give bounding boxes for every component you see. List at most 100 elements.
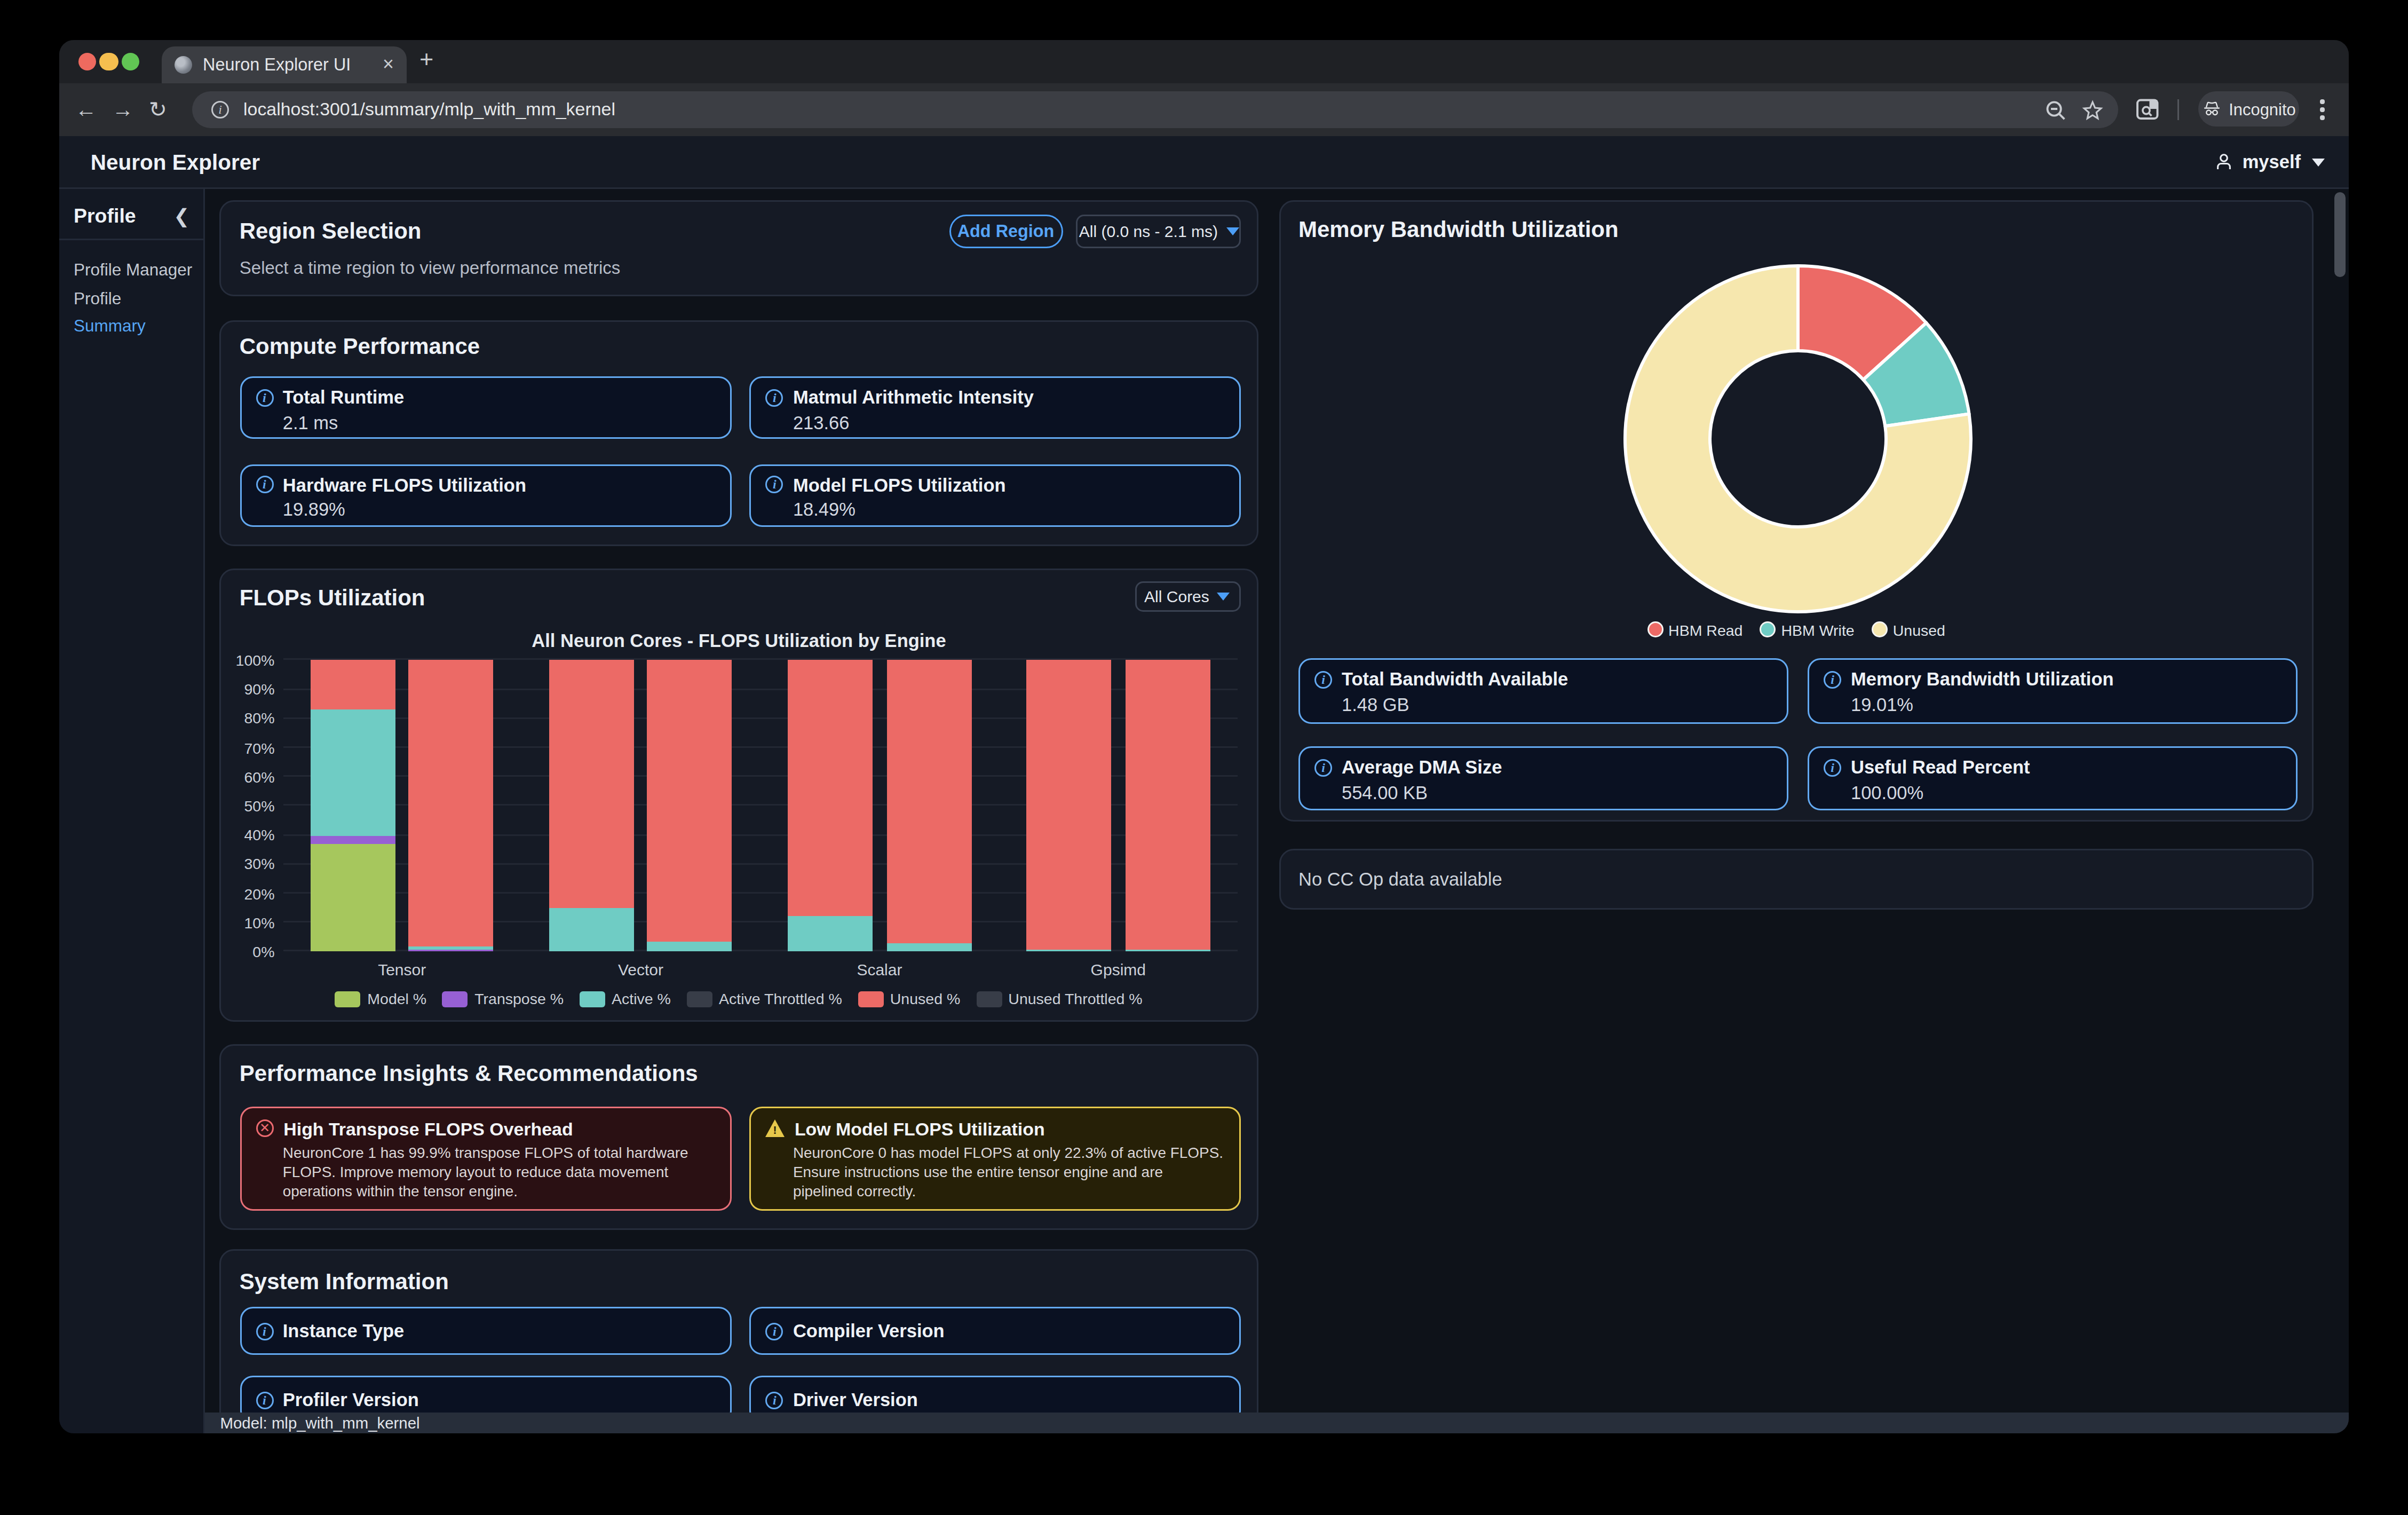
legend-item: HBM Read bbox=[1647, 621, 1742, 638]
bar-segment bbox=[310, 836, 395, 843]
flops-chart: 0%10%20%30%40%50%60%70%80%90%100%TensorV… bbox=[283, 660, 1238, 951]
y-axis-label: 90% bbox=[244, 680, 274, 698]
forward-button[interactable]: → bbox=[112, 83, 134, 136]
chevron-down-icon bbox=[2312, 158, 2325, 166]
url-text: localhost:3001/summary/mlp_with_mm_kerne… bbox=[243, 100, 615, 119]
alert-low-model-flops: !Low Model FLOPS Utilization NeuronCore … bbox=[750, 1106, 1241, 1211]
tab-close-icon[interactable]: × bbox=[383, 53, 394, 76]
traffic-light-zoom[interactable] bbox=[121, 52, 140, 71]
info-icon: i bbox=[1824, 759, 1841, 776]
site-info-icon[interactable]: i bbox=[211, 100, 229, 118]
legend-item: Active Throttled % bbox=[687, 990, 842, 1008]
x-axis-label: Tensor bbox=[322, 961, 482, 979]
browser-tab[interactable]: Neuron Explorer UI × bbox=[161, 46, 407, 84]
system-info-title: System Information bbox=[240, 1268, 449, 1293]
browser-window: Neuron Explorer UI × + ← → ↻ i localhost… bbox=[59, 40, 2349, 1433]
sidebar: Profile ❮ Profile Manager Profile Summar… bbox=[59, 189, 204, 1433]
stacked-bar bbox=[409, 660, 494, 951]
bar-segment bbox=[1026, 950, 1111, 951]
traffic-light-close[interactable] bbox=[78, 52, 97, 71]
bar-segment bbox=[409, 950, 494, 951]
status-bar: Model: mlp_with_mm_kernel bbox=[204, 1413, 2349, 1433]
y-axis-label: 10% bbox=[244, 913, 274, 931]
insights-card: Performance Insights & Recommendations ✕… bbox=[219, 1044, 1258, 1229]
metric-useful-read-percent: iUseful Read Percent 100.00% bbox=[1808, 747, 2297, 811]
zoom-icon[interactable] bbox=[2045, 99, 2067, 121]
traffic-light-minimize[interactable] bbox=[100, 52, 118, 71]
info-icon: i bbox=[766, 1322, 783, 1340]
sidebar-item-profile[interactable]: Profile bbox=[74, 288, 121, 307]
add-region-button[interactable]: Add Region bbox=[949, 215, 1063, 248]
region-range-value: All (0.0 ns - 2.1 ms) bbox=[1079, 223, 1218, 240]
y-axis-label: 30% bbox=[244, 855, 274, 873]
cores-dropdown[interactable]: All Cores bbox=[1135, 581, 1240, 612]
bookmark-star-icon[interactable] bbox=[2081, 99, 2104, 121]
flops-chart-legend: Model %Transpose %Active %Active Throttl… bbox=[221, 990, 1257, 1008]
app-header: Neuron Explorer myself bbox=[59, 136, 2349, 190]
info-icon: i bbox=[766, 476, 783, 494]
sidebar-collapse-icon[interactable]: ❮ bbox=[173, 205, 189, 227]
user-menu[interactable]: myself bbox=[2212, 136, 2325, 190]
bar-segment bbox=[310, 843, 395, 951]
status-bar-text: Model: mlp_with_mm_kernel bbox=[220, 1414, 420, 1432]
x-axis-label: Gpsimd bbox=[1038, 961, 1198, 979]
incognito-label: Incognito bbox=[2229, 100, 2295, 118]
browser-toolbar: ← → ↻ i localhost:3001/summary/mlp_with_… bbox=[59, 83, 2349, 136]
x-axis-label: Scalar bbox=[799, 961, 960, 979]
user-label: myself bbox=[2243, 153, 2301, 172]
info-icon: i bbox=[766, 1391, 783, 1409]
address-bar[interactable]: i localhost:3001/summary/mlp_with_mm_ker… bbox=[192, 91, 2118, 128]
bar-segment bbox=[886, 660, 971, 943]
sidebar-divider bbox=[59, 239, 203, 240]
bar-segment bbox=[549, 660, 634, 908]
chevron-down-icon bbox=[1217, 593, 1230, 601]
chevron-down-icon bbox=[1226, 227, 1239, 235]
sidebar-item-summary[interactable]: Summary bbox=[74, 315, 146, 334]
tab-strip: Neuron Explorer UI × + bbox=[59, 40, 2349, 83]
screen: Neuron Explorer UI × + ← → ↻ i localhost… bbox=[0, 0, 2408, 1515]
region-selection-subtitle: Select a time region to view performance… bbox=[240, 258, 620, 278]
info-icon: i bbox=[256, 476, 273, 494]
bar-segment bbox=[647, 660, 732, 941]
info-icon: i bbox=[256, 389, 273, 406]
legend-item: Unused Throttled % bbox=[976, 990, 1142, 1008]
metric-model-flops: iModel FLOPS Utilization 18.49% bbox=[750, 464, 1241, 526]
compute-performance-card: Compute Performance iTotal Runtime 2.1 m… bbox=[219, 320, 1258, 546]
cores-value: All Cores bbox=[1144, 588, 1209, 605]
insights-title: Performance Insights & Recommendations bbox=[240, 1060, 698, 1086]
info-icon: i bbox=[256, 1391, 273, 1409]
stacked-bar bbox=[788, 660, 873, 951]
bar-segment bbox=[1125, 660, 1210, 950]
region-selection-card: Region Selection Add Region All (0.0 ns … bbox=[219, 200, 1258, 296]
back-button[interactable]: ← bbox=[75, 83, 97, 136]
memory-donut-legend: HBM ReadHBM WriteUnused bbox=[1281, 621, 2312, 638]
new-tab-button[interactable]: + bbox=[419, 45, 433, 72]
error-icon: ✕ bbox=[256, 1119, 274, 1138]
y-axis-label: 100% bbox=[236, 651, 275, 668]
x-axis-label: Vector bbox=[561, 961, 721, 979]
bar-segment bbox=[647, 941, 732, 951]
sidebar-item-profile-manager[interactable]: Profile Manager bbox=[74, 259, 192, 279]
y-axis-label: 0% bbox=[252, 942, 274, 960]
scrollbar-thumb[interactable] bbox=[2334, 192, 2346, 277]
bar-segment bbox=[310, 660, 395, 709]
menu-icon[interactable] bbox=[2320, 99, 2325, 123]
region-range-dropdown[interactable]: All (0.0 ns - 2.1 ms) bbox=[1076, 215, 1241, 248]
side-panel-icon[interactable] bbox=[2136, 98, 2160, 122]
stacked-bar bbox=[1125, 660, 1210, 951]
y-axis-label: 50% bbox=[244, 796, 274, 814]
cc-op-card: No CC Op data available bbox=[1279, 849, 2314, 909]
bar-segment bbox=[788, 660, 873, 916]
metric-memory-bandwidth-utilization: iMemory Bandwidth Utilization 19.01% bbox=[1808, 659, 2297, 723]
reload-button[interactable]: ↻ bbox=[149, 83, 167, 136]
bar-segment bbox=[549, 908, 634, 951]
memory-bandwidth-title: Memory Bandwidth Utilization bbox=[1298, 216, 1619, 241]
bar-segment bbox=[1125, 950, 1210, 951]
memory-donut-chart bbox=[1619, 260, 1977, 619]
compute-performance-title: Compute Performance bbox=[240, 333, 480, 359]
y-axis-label: 80% bbox=[244, 709, 274, 727]
bar-segment bbox=[886, 943, 971, 951]
info-icon: i bbox=[1314, 671, 1332, 689]
stacked-bar bbox=[886, 660, 971, 951]
y-axis-label: 60% bbox=[244, 768, 274, 785]
